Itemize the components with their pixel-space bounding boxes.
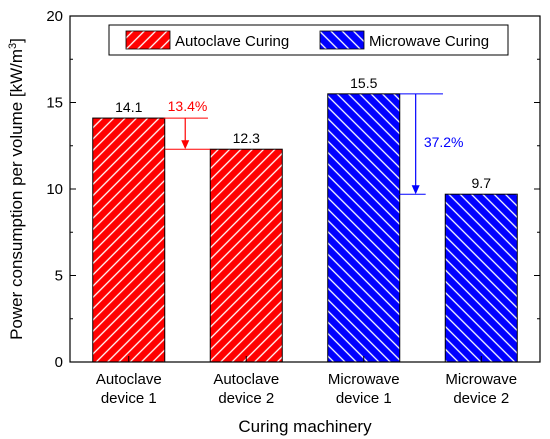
- x-tick-label-4-line-1: Microwave: [445, 371, 517, 388]
- x-tick-label-4-line-2: device 2: [453, 390, 509, 407]
- y-axis-title-sup: 3: [7, 43, 19, 49]
- y-tick-label: 10: [46, 181, 63, 198]
- legend-box: [108, 24, 509, 56]
- y-tick-label: 20: [46, 8, 63, 25]
- annotations-layer: 13.4% 37.2%: [163, 93, 464, 195]
- annotation-arrow-head-2: [411, 185, 420, 195]
- bar-3: [327, 93, 401, 363]
- x-tick-label-2-line-1: Autoclave: [213, 371, 279, 388]
- x-tick-label-1-line-1: Autoclave: [96, 371, 162, 388]
- y-axis-title-main: Power consumption per volume [kW/m: [7, 49, 26, 340]
- bar-4: [444, 193, 518, 363]
- value-label-2: 12.3: [233, 130, 260, 146]
- x-tick-label-3-line-2: device 1: [336, 390, 392, 407]
- bars-layer: [92, 93, 518, 363]
- x-axis-title: Curing machinery: [238, 417, 372, 436]
- annotation-arrow-head-1: [181, 140, 190, 150]
- x-tick-label-1-line-2: device 1: [101, 390, 157, 407]
- value-label-3: 15.5: [350, 75, 377, 91]
- y-tick-label: 5: [55, 268, 63, 285]
- value-label-1: 14.1: [115, 99, 142, 115]
- legend-label-microwave: Microwave Curing: [369, 33, 489, 50]
- value-label-4: 9.7: [472, 175, 492, 191]
- x-tick-label-2-line-2: device 2: [218, 390, 274, 407]
- bar-1: [92, 117, 166, 363]
- x-tick-label-3-line-1: Microwave: [328, 371, 400, 388]
- legend-swatch-autoclave: [125, 30, 171, 50]
- y-axis-title-close: ]: [7, 38, 26, 43]
- ticks-layer: 0 5 10 15 20 Autoclave device 1 Autoclave device…: [46, 8, 540, 407]
- bar-2: [209, 148, 283, 363]
- legend-swatch-microwave: [319, 30, 365, 50]
- value-labels-layer: 14.1 12.3 15.5 9.7: [115, 75, 491, 191]
- y-tick-label: 15: [46, 95, 63, 112]
- y-tick-label: 0: [55, 354, 63, 371]
- legend: Autoclave Curing Microwave Curing: [108, 24, 509, 56]
- y-axis-title: Power consumption per volume [kW/m3]: [7, 38, 26, 340]
- annotation-label-2: 37.2%: [424, 134, 464, 150]
- legend-label-autoclave: Autoclave Curing: [175, 33, 289, 50]
- annotation-label-1: 13.4%: [168, 98, 208, 114]
